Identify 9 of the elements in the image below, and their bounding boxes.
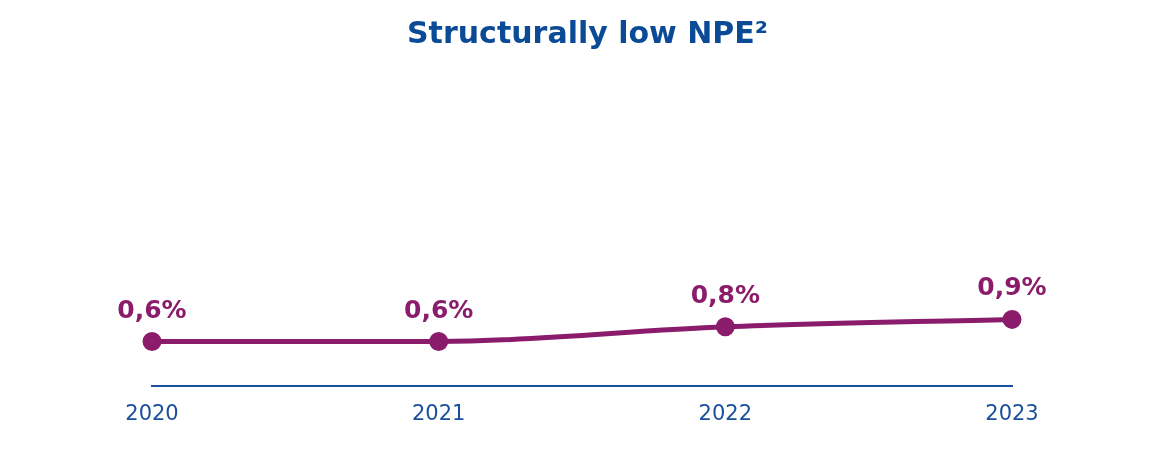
data-label: 0,6% — [117, 294, 187, 324]
x-tick-label: 2021 — [411, 400, 466, 425]
x-tick-label: 2023 — [985, 400, 1039, 425]
x-tick-label: 2020 — [125, 400, 179, 425]
data-label: 0,8% — [690, 279, 761, 309]
data-label: 0,6% — [403, 294, 474, 324]
data-label: 0,9% — [977, 272, 1047, 302]
x-tick-label: 2022 — [698, 400, 753, 425]
chart-title: Structurally low NPE² — [406, 14, 769, 52]
